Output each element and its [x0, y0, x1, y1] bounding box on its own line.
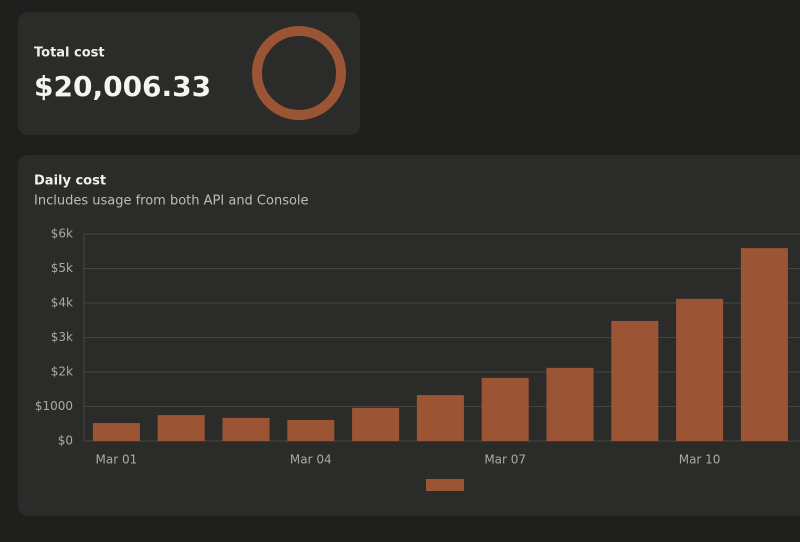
- x-tick-label: Mar 01: [96, 453, 138, 467]
- summary-value: $20,006.33: [34, 70, 211, 103]
- bar: [676, 298, 724, 441]
- chart-title: Daily cost: [34, 174, 106, 189]
- y-tick-label: $4k: [51, 296, 73, 310]
- bar: [222, 417, 270, 441]
- legend-swatch: [426, 479, 464, 491]
- y-tick-label: $0: [58, 434, 73, 448]
- y-tick-label: $2k: [51, 365, 73, 379]
- bar: [287, 419, 335, 441]
- chart-card: [18, 155, 800, 516]
- bar: [481, 377, 529, 441]
- x-tick-label: Mar 10: [679, 453, 721, 467]
- bar: [611, 320, 659, 441]
- x-tick-label: Mar 04: [290, 453, 332, 467]
- x-tick-label: Mar 07: [484, 453, 526, 467]
- y-tick-label: $3k: [51, 330, 73, 344]
- chart-subtitle: Includes usage from both API and Console: [34, 194, 309, 209]
- bar: [740, 248, 788, 441]
- y-tick-label: $6k: [51, 227, 73, 241]
- bar: [157, 415, 205, 441]
- bar: [416, 395, 464, 441]
- bar: [92, 423, 140, 441]
- summary-title: Total cost: [34, 46, 105, 61]
- bar: [352, 407, 400, 441]
- y-tick-label: $1000: [35, 399, 73, 413]
- donut-ring: [252, 26, 346, 120]
- y-tick-label: $5k: [51, 261, 73, 275]
- bar: [546, 367, 594, 441]
